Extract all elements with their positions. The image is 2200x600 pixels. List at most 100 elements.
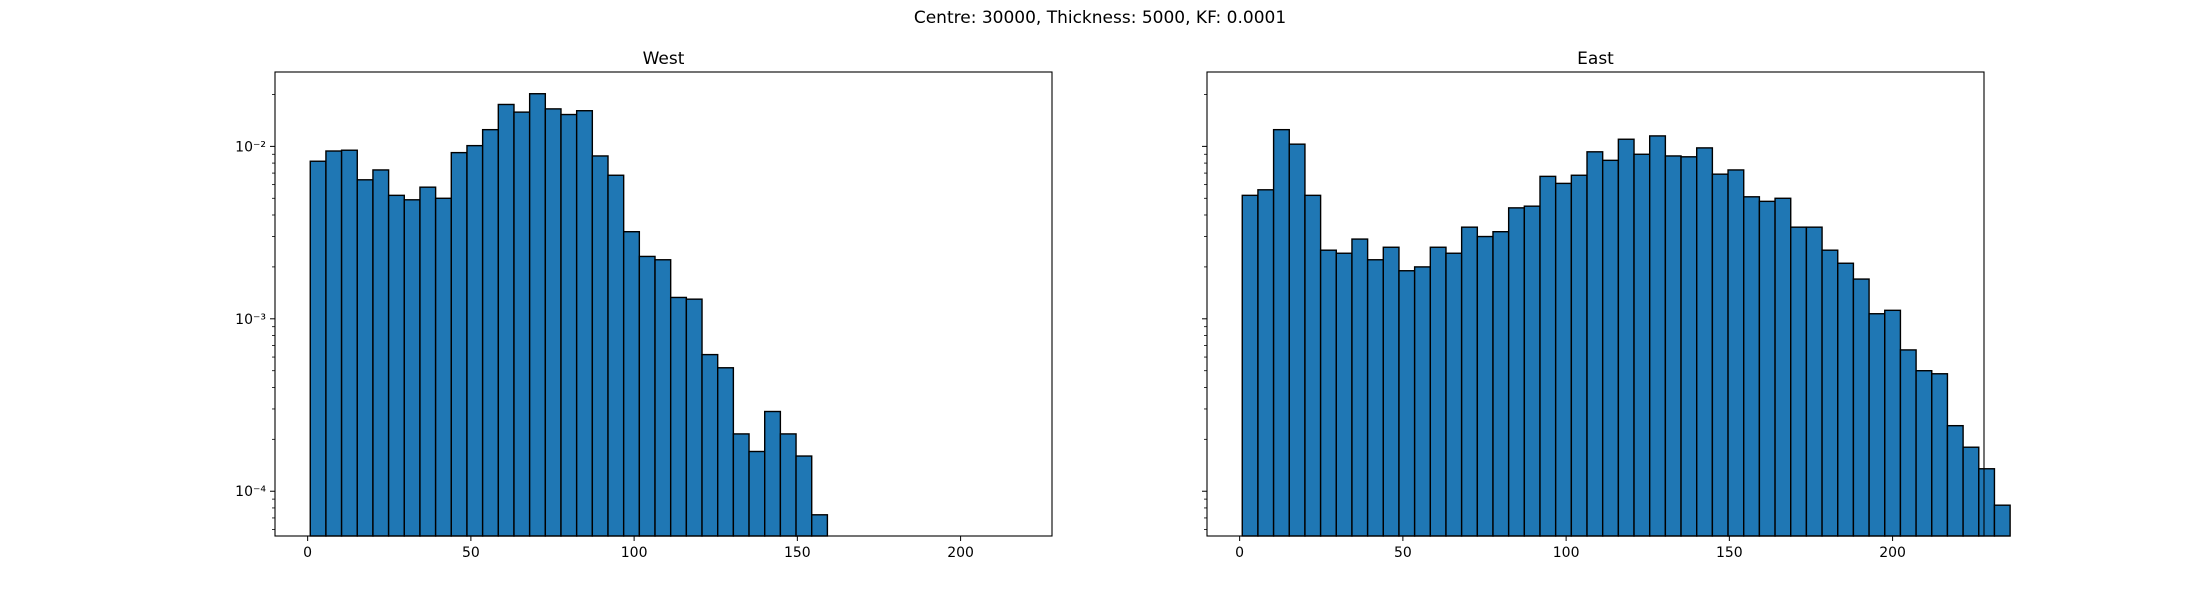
histogram-bar	[1288, 143, 1306, 537]
histogram-bar	[387, 194, 405, 537]
histogram-bar	[1868, 313, 1886, 537]
histogram-bar	[1570, 174, 1588, 537]
histogram-bar	[466, 144, 484, 537]
histogram-bar	[1727, 169, 1745, 537]
histogram-bar	[434, 197, 452, 537]
axes-frame	[1206, 71, 1985, 537]
histogram-bar	[1931, 373, 1949, 537]
x-tick-label: 100	[1553, 545, 1580, 561]
x-tick-label: 200	[947, 545, 974, 561]
histogram-bar	[1758, 200, 1776, 537]
histogram-bar	[1272, 128, 1290, 537]
histogram-bar	[1852, 278, 1870, 537]
histogram-bar	[497, 103, 515, 537]
histogram-bar	[1946, 424, 1964, 537]
histogram-bar	[450, 151, 468, 537]
x-tick-label: 150	[784, 545, 811, 561]
histogram-bar	[1351, 238, 1369, 537]
histogram-bar	[1366, 259, 1384, 537]
histogram-bar	[1335, 252, 1353, 537]
histogram-bar	[1492, 231, 1510, 537]
histogram-bar	[1805, 226, 1823, 537]
histogram-bar	[748, 450, 766, 537]
histogram-bar	[732, 433, 750, 537]
histogram-bar	[1978, 468, 1996, 537]
y-tick-label: 10⁻⁴	[235, 484, 266, 500]
histogram-bar	[1413, 266, 1432, 537]
histogram-bar	[607, 174, 625, 537]
histogram-bar	[575, 110, 594, 537]
histogram-bar	[1429, 246, 1447, 537]
y-tick-label: 10⁻³	[235, 312, 266, 328]
histogram-bar	[638, 255, 656, 537]
histogram-bar	[1837, 262, 1855, 537]
histogram-bar	[1899, 349, 1917, 537]
histogram-bar	[1539, 175, 1557, 537]
histogram-bar	[1774, 197, 1792, 537]
histogram-bar	[1915, 370, 1933, 537]
histogram-bar	[1664, 155, 1682, 537]
histogram-bar	[356, 179, 374, 537]
y-tick-label: 10⁻²	[235, 139, 266, 155]
histogram-bar	[1319, 249, 1337, 537]
histogram-bar	[544, 108, 562, 537]
histogram-bar	[481, 128, 500, 537]
histogram-bar	[419, 186, 437, 537]
histogram-bar	[325, 150, 343, 537]
histogram-bar	[795, 455, 813, 537]
histogram-bar	[654, 259, 672, 537]
subplot-east: East 0 50 100 150 200	[1202, 49, 2011, 561]
x-tick-label: 50	[1394, 545, 1412, 561]
histogram-bar	[622, 231, 641, 537]
histogram-bar	[1743, 196, 1761, 537]
histogram-bar	[1680, 156, 1698, 537]
histogram-bar	[513, 111, 531, 537]
histogram-bar	[1617, 138, 1635, 537]
x-tick-label: 0	[1235, 545, 1244, 561]
histogram-bar	[372, 169, 390, 537]
histogram-bar	[1993, 504, 2011, 537]
histogram-bar	[701, 353, 719, 537]
histogram-bar	[1790, 226, 1808, 537]
histogram-bar	[685, 298, 703, 537]
histogram-bar	[1241, 194, 1259, 537]
histogram-bar	[1884, 309, 1902, 537]
histogram-bar	[1523, 205, 1541, 537]
histogram-bar	[1304, 194, 1322, 537]
histogram-bar	[1601, 159, 1620, 537]
subplot-west: West 0 50 100 150 200 10⁻⁴ 10⁻³ 10⁻²	[235, 49, 1053, 561]
histogram-bar	[764, 410, 782, 537]
subplot-title: East	[1577, 49, 1614, 69]
histogram-bar	[1962, 446, 1980, 537]
subplot-title: West	[643, 49, 685, 69]
histogram-bar	[1586, 151, 1604, 537]
histogram-bar	[1821, 249, 1839, 537]
figure-title: Centre: 30000, Thickness: 5000, KF: 0.00…	[913, 8, 1287, 28]
x-tick-label: 0	[303, 545, 312, 561]
x-tick-label: 100	[621, 545, 648, 561]
histogram-bar	[779, 433, 797, 537]
histogram-bar	[1648, 135, 1667, 537]
histogram-bar	[1711, 173, 1729, 537]
histogram-bar	[1633, 153, 1651, 537]
histogram-bar	[1460, 226, 1479, 537]
x-tick-label: 200	[1879, 545, 1906, 561]
histogram-bar	[591, 155, 609, 537]
histogram-bar	[1476, 235, 1494, 537]
histogram-bar	[403, 199, 421, 537]
histogram-bar	[1696, 147, 1714, 537]
x-tick-label: 150	[1716, 545, 1743, 561]
histogram-bar	[1554, 182, 1573, 537]
x-tick-label: 50	[462, 545, 480, 561]
histogram-bar	[528, 93, 547, 537]
histogram-bar	[560, 113, 578, 537]
histogram-bar	[669, 296, 688, 537]
axes-frame	[274, 71, 1053, 537]
histogram-bar	[1257, 189, 1275, 537]
histogram-bar	[340, 149, 358, 537]
histogram-bar	[1507, 207, 1526, 537]
histogram-bar	[309, 160, 327, 537]
histogram-bar	[1398, 270, 1416, 537]
